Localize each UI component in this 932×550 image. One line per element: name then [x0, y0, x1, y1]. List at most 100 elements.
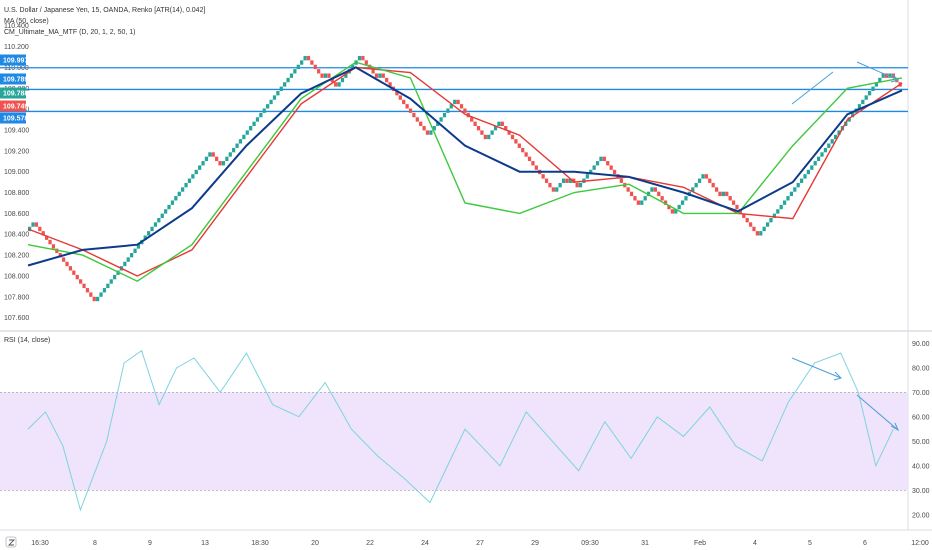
- renko-brick: [493, 126, 498, 131]
- time-tick-label: 9: [148, 540, 152, 547]
- renko-brick: [874, 82, 879, 87]
- renko-brick: [626, 187, 630, 192]
- renko-brick: [96, 296, 100, 302]
- price-badge-label: 109.997: [3, 58, 28, 65]
- renko-brick: [728, 196, 732, 201]
- renko-brick: [283, 82, 287, 87]
- time-tick-label: 5: [808, 540, 812, 547]
- renko-brick: [830, 139, 834, 144]
- renko-brick: [595, 161, 600, 166]
- renko-brick: [837, 130, 841, 135]
- renko-brick: [813, 161, 817, 166]
- renko-brick: [109, 279, 113, 284]
- renko-brick: [704, 174, 708, 179]
- renko-brick: [677, 204, 681, 210]
- price-badge-label: 109.788: [3, 91, 28, 98]
- renko-brick: [697, 178, 702, 183]
- renko-brick: [633, 196, 637, 201]
- price-tick-label: 109.400: [4, 127, 29, 134]
- renko-brick: [62, 257, 66, 262]
- renko-brick: [215, 156, 219, 162]
- renko-brick: [41, 231, 45, 236]
- renko-brick: [337, 82, 341, 87]
- renko-brick: [497, 121, 501, 127]
- rsi-divergence-arrow-2: [856, 394, 899, 431]
- renko-brick: [334, 82, 338, 87]
- renko-brick: [310, 60, 314, 65]
- time-tick-label: 24: [421, 540, 429, 547]
- renko-brick: [320, 73, 324, 78]
- renko-brick: [558, 182, 562, 188]
- renko-brick: [238, 139, 243, 144]
- time-tick-label: 6: [863, 540, 867, 547]
- time-tick-label: 22: [366, 540, 374, 547]
- renko-brick: [514, 139, 518, 144]
- rsi-tick-label: 90.00: [912, 341, 930, 348]
- renko-brick: [551, 187, 555, 192]
- renko-brick: [517, 143, 521, 148]
- renko-brick: [606, 161, 610, 166]
- renko-brick: [181, 187, 185, 192]
- renko-brick: [286, 77, 290, 83]
- renko-brick: [487, 134, 491, 140]
- price-badge: [0, 87, 26, 99]
- renko-brick: [544, 178, 549, 183]
- renko-brick: [453, 99, 457, 105]
- rsi-divergence-arrowhead-2: [890, 422, 900, 432]
- ma-legend: MA (50, close): [4, 18, 49, 25]
- rsi-divergence-arrow-1: [791, 357, 842, 379]
- renko-brick: [378, 73, 382, 78]
- price-tick-label: 108.000: [4, 273, 29, 280]
- renko-brick: [51, 244, 56, 249]
- rsi-tick-label: 40.00: [912, 463, 930, 470]
- renko-brick: [269, 99, 273, 105]
- renko-brick: [507, 130, 511, 135]
- renko-brick: [599, 156, 603, 162]
- renko-brick: [772, 213, 777, 218]
- cm-ma-green-line: [27, 61, 903, 283]
- rsi-tick-label: 30.00: [912, 488, 930, 495]
- renko-brick: [45, 235, 49, 240]
- renko-brick: [232, 147, 236, 153]
- rsi-tick-label: 20.00: [912, 512, 930, 519]
- renko-brick: [816, 156, 821, 162]
- renko-brick: [810, 165, 814, 170]
- renko-brick: [820, 152, 824, 157]
- renko-brick: [755, 231, 759, 236]
- renko-brick: [439, 117, 443, 122]
- price-badges: 109.997 109.789 109.788 109.749 109.578: [0, 54, 28, 124]
- renko-brick: [745, 217, 749, 223]
- renko-brick: [708, 178, 712, 183]
- renko-brick: [793, 187, 797, 192]
- renko-brick: [415, 117, 419, 122]
- renko-brick: [228, 152, 232, 157]
- renko-brick: [585, 174, 589, 179]
- renko-brick: [75, 274, 79, 280]
- renko-brick: [405, 104, 409, 109]
- renko-brick: [65, 261, 69, 267]
- renko-brick: [317, 69, 321, 74]
- price-badge: [0, 54, 26, 66]
- timezone-icon[interactable]: [5, 536, 17, 548]
- renko-brick: [402, 99, 406, 105]
- renko-brick: [385, 77, 389, 83]
- time-tick-label: 16:30: [31, 540, 49, 547]
- renko-brick: [398, 95, 402, 100]
- renko-brick: [476, 126, 481, 131]
- renko-brick: [657, 191, 661, 197]
- renko-brick: [663, 200, 668, 205]
- renko-brick: [272, 95, 277, 100]
- renko-brick: [871, 86, 875, 91]
- renko-brick: [242, 134, 246, 140]
- price-tick-label: 108.600: [4, 211, 29, 218]
- renko-brick: [429, 130, 433, 135]
- renko-brick: [575, 182, 579, 188]
- renko-brick: [691, 187, 695, 192]
- rsi-tick-label: 70.00: [912, 390, 930, 397]
- renko-brick: [408, 108, 413, 113]
- renko-brick: [201, 161, 205, 166]
- rsi-tick-label: 50.00: [912, 439, 930, 446]
- renko-brick: [646, 191, 651, 197]
- renko-brick: [361, 55, 365, 61]
- renko-brick: [701, 174, 705, 179]
